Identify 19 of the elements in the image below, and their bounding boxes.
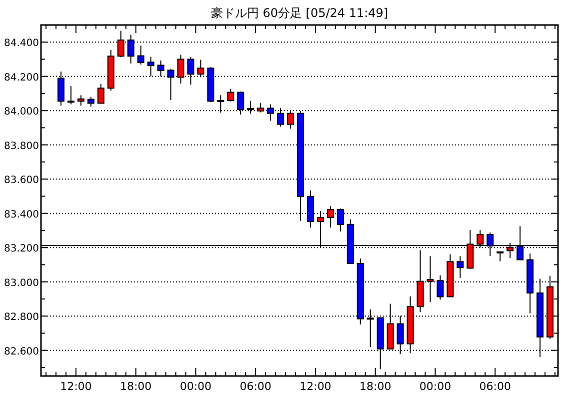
x-tick-label: 00:00 <box>419 380 452 393</box>
y-tick-label: 83.000 <box>4 278 39 289</box>
y-tick-label: 84.000 <box>4 106 39 118</box>
chart-title: 豪ドル円 60分足 [05/24 11:49] <box>210 6 388 20</box>
x-tick-label: 18:00 <box>360 380 392 393</box>
y-tick-label: 84.200 <box>4 72 39 84</box>
x-tick-label: 06:00 <box>240 380 272 393</box>
x-tick-label: 12:00 <box>300 380 332 393</box>
y-tick-label: 83.600 <box>4 175 39 186</box>
x-tick-label: 06:00 <box>479 380 511 393</box>
y-tick-label: 83.200 <box>4 244 39 255</box>
y-tick-label: 82.600 <box>4 346 39 358</box>
y-tick-label: 83.400 <box>4 209 39 220</box>
x-tick-label: 12:00 <box>60 380 92 393</box>
x-tick-label: 00:00 <box>180 380 212 393</box>
y-tick-label: 83.800 <box>4 140 39 152</box>
y-tick-label: 84.400 <box>4 38 39 50</box>
x-tick-label: 18:00 <box>120 380 152 393</box>
y-tick-label: 82.800 <box>4 312 39 324</box>
